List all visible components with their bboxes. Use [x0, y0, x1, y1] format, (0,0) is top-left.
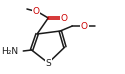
Text: H₂N: H₂N	[2, 46, 19, 56]
Text: O: O	[33, 7, 40, 15]
Text: S: S	[45, 59, 51, 67]
Text: O: O	[60, 13, 68, 22]
Text: O: O	[81, 22, 88, 30]
